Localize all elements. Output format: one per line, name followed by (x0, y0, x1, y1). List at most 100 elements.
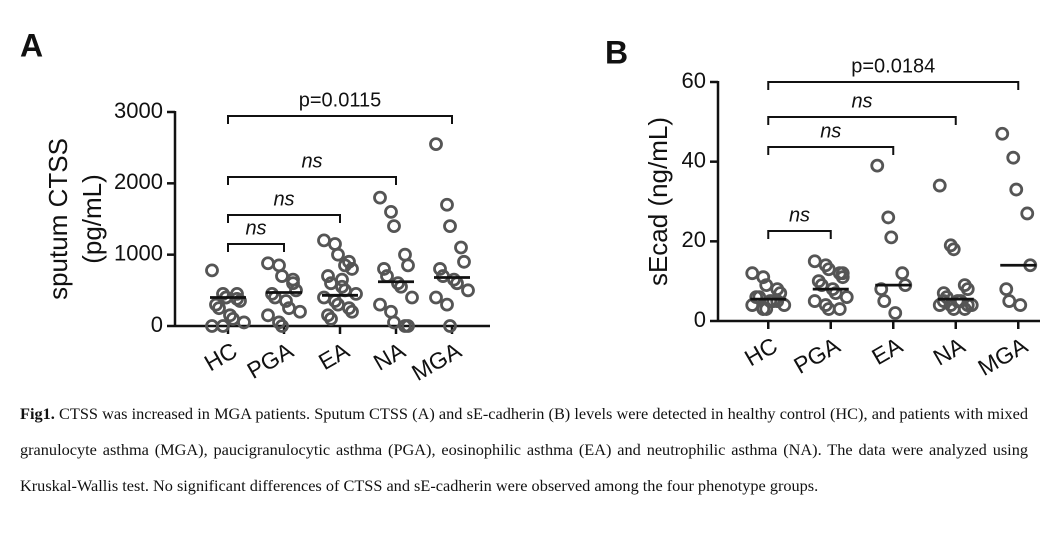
data-point (261, 308, 275, 323)
data-point (1013, 298, 1028, 312)
data-point (261, 256, 275, 271)
caption: Fig1. CTSS was increased in MGA patients… (20, 396, 1028, 504)
data-point (331, 247, 345, 262)
y-tick-label: 0 (151, 312, 163, 337)
y-axis-label: (pg/mL) (77, 174, 107, 264)
panel-label: B (605, 34, 628, 70)
data-point (745, 266, 760, 281)
x-tick-label: MGA (973, 332, 1032, 381)
comparison-bracket (227, 115, 453, 124)
data-point (429, 137, 443, 152)
data-point (401, 258, 415, 273)
comparison-bracket (227, 214, 341, 223)
data-point (454, 240, 468, 255)
data-point (373, 190, 387, 205)
y-tick-label: 2000 (114, 169, 163, 194)
data-point (999, 282, 1014, 297)
data-point (272, 258, 286, 273)
data-point (324, 311, 338, 326)
caption-label: Fig1. (20, 404, 55, 423)
data-point (349, 286, 363, 301)
comparison-bracket (767, 230, 832, 239)
data-point (835, 266, 850, 281)
data-point (443, 219, 457, 234)
comparison-bracket (767, 81, 1020, 90)
data-point (807, 254, 822, 269)
data-point (457, 254, 471, 269)
data-point (461, 283, 475, 298)
data-point (443, 319, 457, 333)
data-point (384, 204, 398, 219)
data-point (275, 269, 289, 283)
data-point (205, 263, 219, 278)
x-tick-label: PGA (242, 337, 298, 384)
comparison-label: ns (301, 150, 322, 172)
y-tick-label: 1000 (114, 240, 163, 265)
data-point (877, 294, 892, 308)
data-point (936, 294, 951, 308)
data-point (387, 219, 401, 234)
y-tick-label: 3000 (114, 98, 163, 123)
data-point (401, 319, 415, 333)
data-point (293, 304, 307, 319)
data-point (317, 233, 331, 248)
comparison-label: p=0.0184 (851, 55, 935, 77)
data-point (946, 242, 961, 257)
data-point (279, 294, 293, 308)
data-point (770, 294, 785, 308)
comparison-bracket (767, 116, 957, 125)
data-point (881, 210, 896, 225)
data-point (338, 258, 352, 273)
data-point (895, 266, 910, 281)
data-point (377, 262, 391, 276)
y-tick-label: 0 (694, 307, 706, 332)
x-tick-label: MGA (407, 337, 466, 386)
y-axis-label: sEcad (ng/mL) (643, 117, 673, 286)
x-tick-label: EA (314, 337, 354, 375)
x-tick-label: HC (200, 337, 242, 376)
data-point (756, 270, 771, 285)
data-point (807, 294, 822, 308)
comparison-bracket (767, 146, 895, 155)
data-point (870, 158, 885, 173)
data-point (1002, 294, 1017, 308)
data-point (433, 262, 447, 276)
comparison-label: ns (851, 90, 872, 112)
data-point (995, 126, 1010, 141)
data-point (233, 294, 247, 308)
data-point (888, 306, 903, 320)
data-point (275, 319, 289, 333)
y-tick-label: 40 (682, 147, 706, 172)
comparison-label: ns (273, 188, 294, 210)
comparison-label: ns (789, 204, 810, 226)
data-point (405, 290, 419, 305)
caption-text: CTSS was increased in MGA patients. Sput… (20, 404, 1028, 495)
data-point (832, 302, 847, 316)
data-point (345, 262, 359, 276)
data-point (237, 315, 251, 330)
data-point (317, 290, 331, 305)
data-point (373, 297, 387, 312)
data-point (874, 282, 889, 297)
data-point (440, 297, 454, 312)
data-point (1020, 206, 1035, 221)
data-point (1009, 182, 1024, 197)
data-point (321, 269, 335, 283)
x-tick-label: EA (867, 332, 907, 370)
data-point (960, 282, 975, 297)
x-tick-label: HC (740, 332, 782, 371)
y-tick-label: 60 (682, 68, 706, 93)
x-tick-label: NA (929, 332, 970, 371)
data-point (884, 230, 899, 245)
data-point (440, 197, 454, 212)
data-point (1006, 150, 1021, 165)
data-point (212, 301, 226, 316)
x-tick-label: NA (369, 337, 410, 376)
comparison-label: ns (820, 120, 841, 142)
data-point (335, 272, 349, 287)
data-point (216, 319, 230, 333)
x-tick-label: PGA (789, 332, 845, 379)
data-point (759, 302, 774, 316)
